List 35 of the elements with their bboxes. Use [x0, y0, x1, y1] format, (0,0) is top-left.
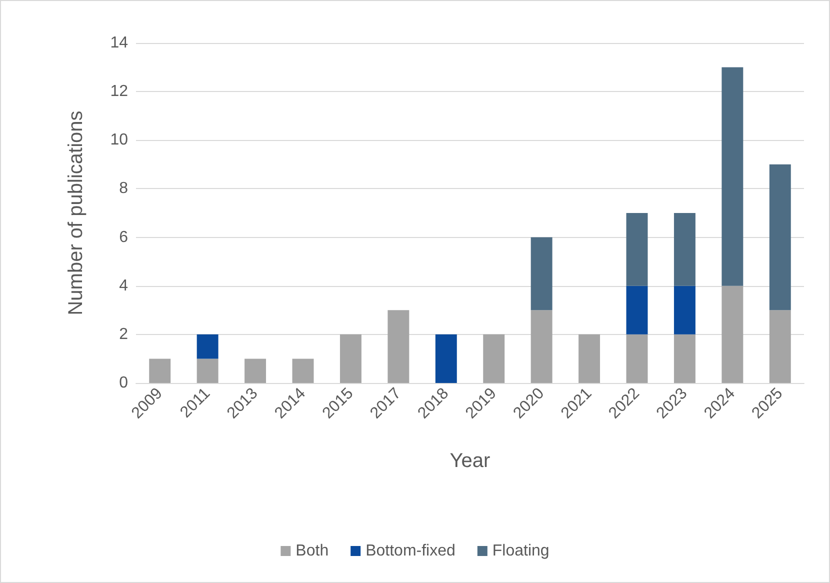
bar — [292, 358, 314, 383]
bar — [722, 67, 744, 286]
y-tick-label: 12 — [110, 83, 128, 100]
bar — [674, 213, 696, 286]
bar — [530, 237, 552, 310]
legend-label: Bottom-fixed — [366, 542, 456, 560]
bar — [196, 334, 218, 359]
bar — [674, 286, 696, 334]
bar — [674, 334, 696, 383]
y-tick-label: 14 — [110, 34, 128, 52]
bar — [483, 334, 505, 383]
bar — [435, 334, 457, 383]
bar — [626, 286, 648, 334]
bar — [149, 358, 171, 383]
y-axis-title: Number of publications — [65, 110, 87, 316]
y-tick-label: 2 — [119, 326, 128, 343]
y-tick-label: 0 — [119, 374, 128, 392]
y-tick-label: 4 — [119, 277, 128, 294]
y-tick-label: 10 — [110, 132, 128, 149]
bar — [340, 334, 362, 383]
x-axis-title: Year — [450, 450, 491, 472]
bar — [626, 213, 648, 286]
bar — [769, 310, 791, 383]
y-tick-label: 8 — [119, 180, 128, 198]
bar — [196, 358, 218, 383]
y-tick-label: 6 — [119, 228, 128, 246]
bar — [530, 310, 552, 383]
bar — [769, 164, 791, 310]
bar — [244, 358, 266, 383]
bar — [722, 286, 744, 383]
legend-label: Both — [296, 542, 329, 560]
legend-label: Floating — [492, 542, 550, 560]
bar — [578, 334, 600, 383]
bar — [626, 334, 648, 383]
bar — [388, 310, 410, 383]
